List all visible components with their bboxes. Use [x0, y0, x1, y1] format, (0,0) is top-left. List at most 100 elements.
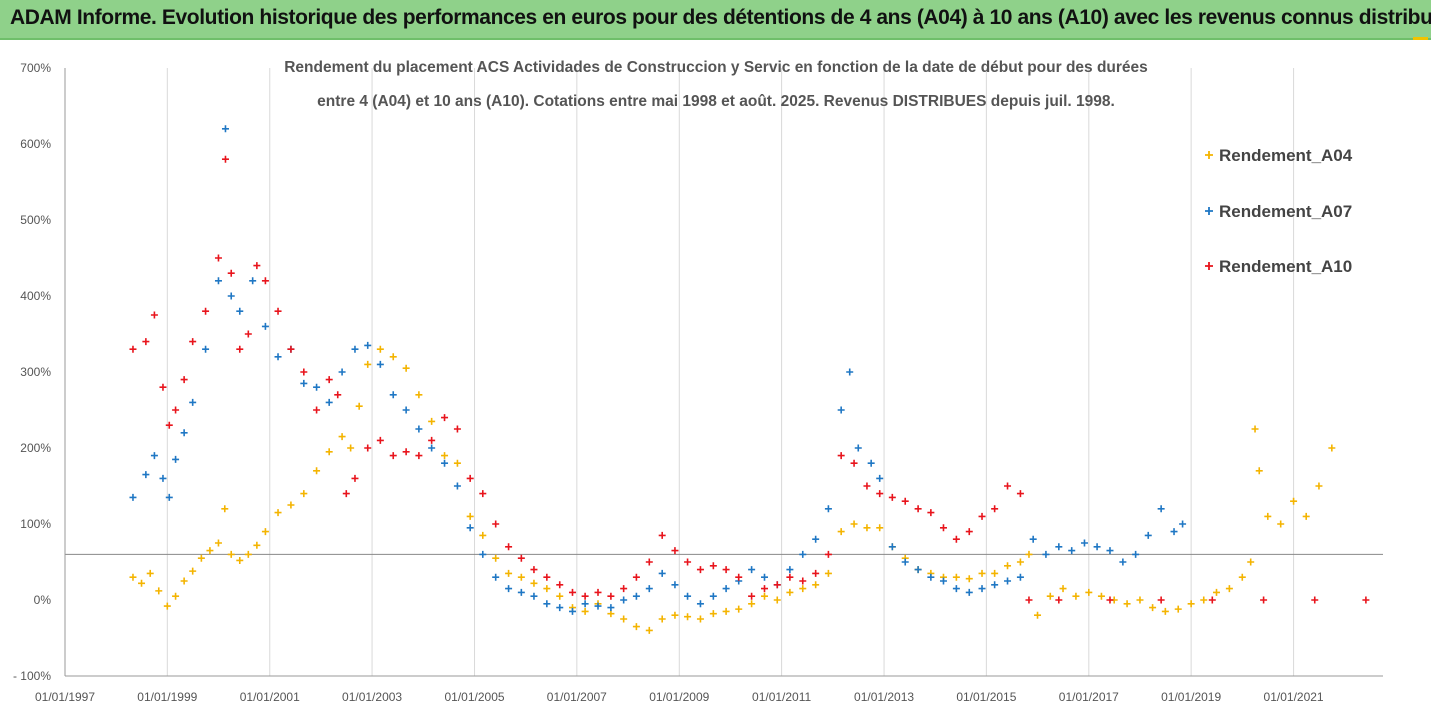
point-Rendement_A04-71 — [952, 573, 960, 581]
point-Rendement_A07-36 — [543, 600, 551, 608]
point-Rendement_A10-32 — [466, 474, 474, 482]
point-Rendement_A04-11 — [221, 505, 229, 513]
chart-background — [0, 40, 1431, 721]
point-Rendement_A07-80 — [1093, 543, 1101, 551]
point-Rendement_A07-42 — [620, 596, 628, 604]
point-Rendement_A10-62 — [850, 459, 858, 467]
point-Rendement_A10-29 — [428, 436, 436, 444]
y-tick-label-8: 700% — [20, 61, 51, 75]
point-Rendement_A04-64 — [863, 524, 871, 532]
point-Rendement_A10-11 — [227, 269, 235, 277]
point-Rendement_A07-17 — [300, 379, 308, 387]
point-Rendement_A04-2 — [146, 569, 154, 577]
point-Rendement_A07-72 — [991, 581, 999, 589]
point-Rendement_A04-42 — [581, 607, 589, 615]
x-tick-label-7: 01/01/2011 — [752, 690, 811, 704]
point-Rendement_A10-6 — [180, 376, 188, 384]
point-Rendement_A07-25 — [402, 406, 410, 414]
point-Rendement_A07-19 — [325, 398, 333, 406]
point-Rendement_A04-17 — [274, 509, 282, 517]
point-Rendement_A04-57 — [773, 596, 781, 604]
point-Rendement_A07-71 — [978, 585, 986, 593]
x-tick-label-12: 01/01/2021 — [1264, 690, 1324, 704]
point-Rendement_A10-53 — [735, 573, 743, 581]
point-Rendement_A04-90 — [1187, 600, 1195, 608]
legend-marker-0 — [1205, 151, 1213, 159]
point-Rendement_A04-53 — [722, 607, 730, 615]
series-Rendement_A04 — [129, 345, 1336, 634]
y-tick-label-0: - 100% — [13, 669, 51, 683]
y-tick-label-2: 100% — [20, 517, 51, 531]
point-Rendement_A07-78 — [1068, 547, 1076, 555]
point-Rendement_A04-23 — [347, 444, 355, 452]
point-Rendement_A04-48 — [658, 615, 666, 623]
point-Rendement_A10-0 — [129, 345, 137, 353]
point-Rendement_A10-20 — [325, 376, 333, 384]
point-Rendement_A10-58 — [799, 577, 807, 585]
chart-title-line-1: Rendement du placement ACS Actividades d… — [284, 59, 1148, 76]
point-Rendement_A07-4 — [165, 493, 173, 501]
point-Rendement_A07-65 — [901, 558, 909, 566]
point-Rendement_A10-26 — [389, 452, 397, 460]
point-Rendement_A07-43 — [632, 592, 640, 600]
point-Rendement_A04-1 — [138, 579, 146, 587]
point-Rendement_A07-3 — [159, 474, 167, 482]
point-Rendement_A10-65 — [888, 493, 896, 501]
point-Rendement_A10-57 — [786, 573, 794, 581]
point-Rendement_A04-99 — [1277, 520, 1285, 528]
point-Rendement_A07-79 — [1080, 539, 1088, 547]
point-Rendement_A04-25 — [364, 360, 372, 368]
point-Rendement_A04-7 — [189, 567, 197, 575]
point-Rendement_A04-13 — [236, 556, 244, 564]
y-tick-label-7: 600% — [20, 137, 51, 151]
point-Rendement_A10-7 — [189, 338, 197, 346]
point-Rendement_A04-65 — [876, 524, 884, 532]
point-Rendement_A07-46 — [671, 581, 679, 589]
point-Rendement_A07-56 — [799, 550, 807, 558]
point-Rendement_A10-1 — [142, 338, 150, 346]
x-tick-label-5: 01/01/2007 — [547, 690, 607, 704]
point-Rendement_A10-63 — [863, 482, 871, 490]
point-Rendement_A07-31 — [479, 550, 487, 558]
point-Rendement_A04-0 — [129, 573, 137, 581]
x-tick-label-11: 01/01/2019 — [1161, 690, 1221, 704]
point-Rendement_A07-53 — [761, 573, 769, 581]
point-Rendement_A10-34 — [492, 520, 500, 528]
point-Rendement_A10-68 — [927, 509, 935, 517]
point-Rendement_A10-71 — [965, 528, 973, 536]
point-Rendement_A04-49 — [671, 611, 679, 619]
point-Rendement_A04-31 — [441, 452, 449, 460]
point-Rendement_A04-32 — [453, 459, 461, 467]
x-tick-label-8: 01/01/2013 — [854, 690, 914, 704]
point-Rendement_A04-39 — [543, 585, 551, 593]
series-Rendement_A07 — [129, 125, 1187, 615]
point-Rendement_A10-72 — [978, 512, 986, 520]
point-Rendement_A04-12 — [227, 550, 235, 558]
point-Rendement_A10-46 — [645, 558, 653, 566]
point-Rendement_A04-28 — [402, 364, 410, 372]
point-Rendement_A10-36 — [517, 554, 525, 562]
point-Rendement_A04-50 — [684, 613, 692, 621]
point-Rendement_A07-34 — [517, 588, 525, 596]
point-Rendement_A10-52 — [722, 566, 730, 574]
point-Rendement_A10-38 — [543, 573, 551, 581]
point-Rendement_A07-74 — [1016, 573, 1024, 581]
point-Rendement_A04-5 — [172, 592, 180, 600]
point-Rendement_A04-81 — [1072, 592, 1080, 600]
point-Rendement_A04-9 — [206, 547, 214, 555]
point-Rendement_A10-47 — [658, 531, 666, 539]
point-Rendement_A07-85 — [1157, 505, 1165, 513]
point-Rendement_A07-38 — [568, 607, 576, 615]
point-Rendement_A07-5 — [172, 455, 180, 463]
point-Rendement_A07-35 — [530, 592, 538, 600]
point-Rendement_A10-22 — [342, 490, 350, 498]
point-Rendement_A04-46 — [632, 623, 640, 631]
point-Rendement_A07-77 — [1055, 543, 1063, 551]
point-Rendement_A04-18 — [287, 501, 295, 509]
chart-title-line-2: entre 4 (A04) et 10 ans (A10). Cotations… — [317, 93, 1115, 110]
point-Rendement_A10-81 — [1260, 596, 1268, 604]
y-tick-label-5: 400% — [20, 289, 51, 303]
point-Rendement_A04-103 — [1328, 444, 1336, 452]
point-Rendement_A04-35 — [492, 554, 500, 562]
legend-label-2: Rendement_A10 — [1219, 257, 1352, 276]
